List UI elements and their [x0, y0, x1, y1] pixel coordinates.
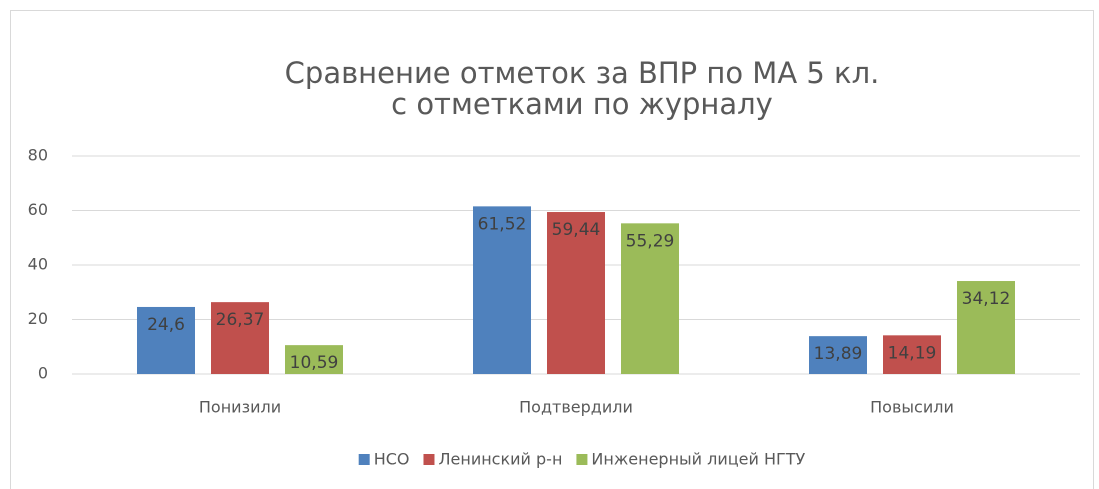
- bar: [547, 212, 605, 374]
- x-tick-label: Подтвердили: [519, 398, 633, 417]
- data-label: 13,89: [814, 344, 863, 364]
- x-tick-label: Понизили: [199, 398, 281, 417]
- x-tick-label: Повысили: [870, 398, 954, 417]
- y-tick-label: 80: [28, 146, 48, 165]
- y-tick-label: 20: [28, 309, 48, 328]
- bar: [957, 281, 1015, 374]
- bar: [809, 336, 867, 374]
- bar: [285, 345, 343, 374]
- data-label: 61,52: [478, 214, 527, 234]
- data-label: 10,59: [290, 353, 339, 373]
- y-tick-label: 40: [28, 255, 48, 274]
- legend-swatch: [423, 454, 435, 465]
- data-label: 14,19: [888, 343, 937, 363]
- data-label: 55,29: [626, 231, 675, 251]
- legend-label: НСО: [374, 450, 410, 469]
- chart-title: Сравнение отметок за ВПР по МА 5 кл.: [285, 56, 880, 90]
- legend-label: Инженерный лицей НГТУ: [591, 450, 805, 469]
- legend-swatch: [358, 454, 370, 465]
- y-tick-label: 0: [38, 364, 48, 383]
- data-label: 59,44: [552, 220, 601, 240]
- legend-label: Ленинский р-н: [438, 450, 562, 469]
- bar: [211, 302, 269, 374]
- y-tick-label: 60: [28, 200, 48, 219]
- bar: [137, 306, 195, 374]
- data-label: 34,12: [962, 289, 1011, 309]
- legend-swatch: [576, 454, 588, 465]
- chart-title: с отметками по журналу: [391, 87, 773, 121]
- data-label: 24,6: [147, 315, 185, 335]
- data-label: 26,37: [216, 310, 265, 330]
- bar: [621, 223, 679, 374]
- bar: [883, 335, 941, 374]
- bar: [473, 206, 531, 374]
